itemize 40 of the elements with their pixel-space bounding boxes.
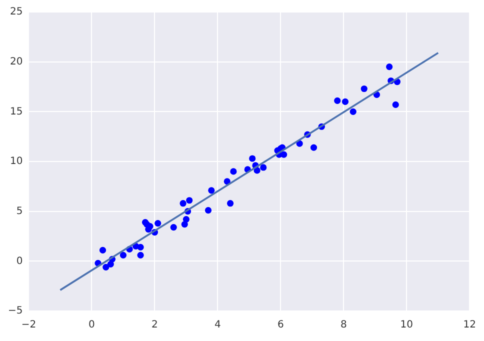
- point: [224, 178, 230, 185]
- y-tick-label: 25: [10, 6, 23, 18]
- point: [350, 108, 356, 115]
- point: [102, 264, 110, 270]
- point: [120, 252, 127, 258]
- point: [360, 85, 368, 92]
- point: [208, 187, 215, 194]
- point: [310, 144, 318, 151]
- point: [99, 246, 106, 254]
- point: [386, 64, 393, 70]
- point: [226, 200, 234, 207]
- x-tick-label: 0: [88, 320, 95, 331]
- x-tick-label: 4: [214, 320, 221, 331]
- point: [230, 168, 237, 175]
- point: [154, 220, 162, 227]
- y-tick-label: 15: [10, 106, 23, 118]
- x-tick-label: 2: [152, 320, 158, 331]
- point: [204, 207, 212, 214]
- point: [342, 98, 349, 105]
- point: [249, 155, 256, 162]
- point: [280, 151, 288, 158]
- x-tick-label: 12: [463, 320, 476, 331]
- y-tick-label: 20: [10, 56, 23, 68]
- point: [186, 197, 193, 204]
- y-tick-label: 10: [10, 156, 23, 168]
- x-tick-label: 6: [277, 320, 284, 331]
- point: [170, 224, 177, 231]
- point: [260, 164, 267, 171]
- y-tick-label: 0: [16, 256, 23, 267]
- x-tick-label: 10: [400, 320, 414, 331]
- point: [180, 200, 186, 207]
- point: [182, 216, 190, 223]
- point: [137, 244, 144, 251]
- point: [334, 97, 341, 104]
- y-tick-label: −5: [8, 306, 23, 317]
- x-tick-label: 8: [340, 320, 347, 331]
- y-tick-label: 5: [16, 206, 23, 217]
- point: [392, 101, 399, 108]
- point: [137, 252, 144, 258]
- x-tick-label: −2: [21, 320, 36, 331]
